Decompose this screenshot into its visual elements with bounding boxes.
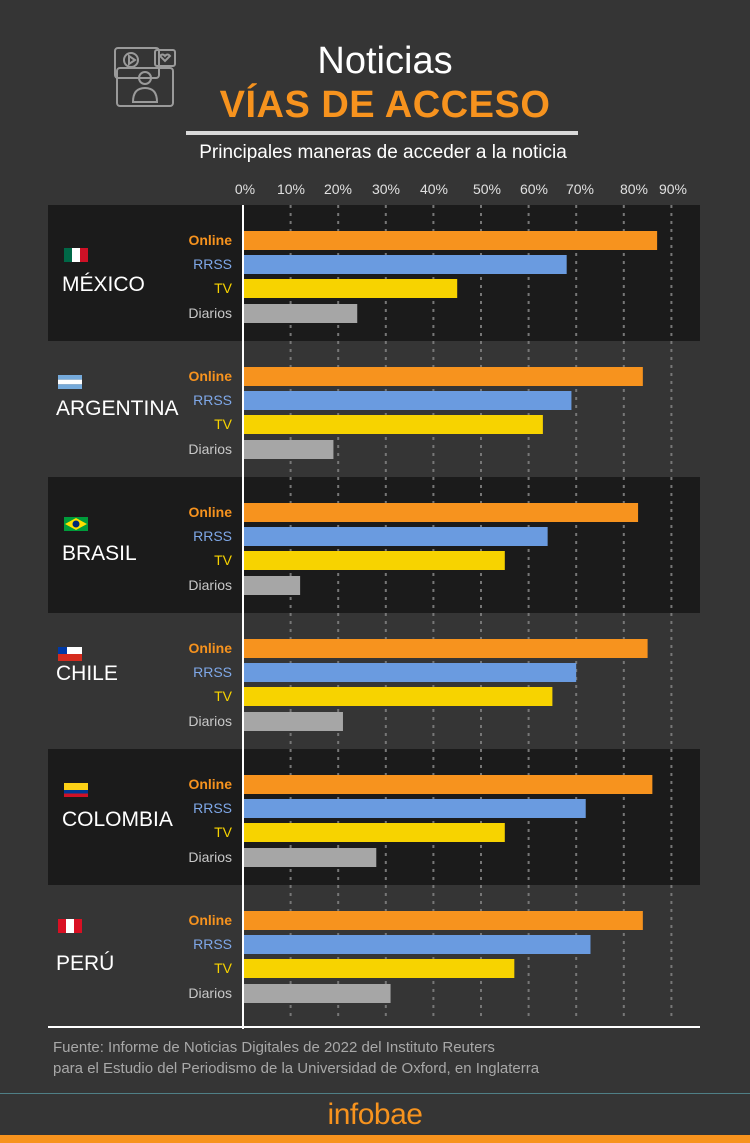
flag-icon (58, 919, 66, 933)
flag-icon (58, 375, 82, 380)
series-label: RRSS (193, 800, 232, 816)
flag-icon-detail (74, 919, 82, 933)
bar-diarios (243, 576, 301, 595)
bar-tv (243, 823, 505, 842)
country-label: ARGENTINA (56, 397, 179, 420)
flag-icon-detail (80, 248, 88, 262)
flag-icon-detail (58, 379, 82, 385)
bar-tv (243, 279, 458, 298)
bar-diarios (243, 848, 377, 867)
bar-online (243, 775, 653, 794)
country-label: BRASIL (62, 542, 137, 565)
series-label: RRSS (193, 392, 232, 408)
country-label: PERÚ (56, 952, 114, 975)
series-label: Online (188, 504, 232, 520)
bar-tv (243, 959, 515, 978)
bar-rrss (243, 663, 577, 682)
flag-icon-detail (72, 248, 80, 262)
flag-icon (64, 248, 72, 262)
bar-online (243, 367, 643, 386)
series-label: Diarios (188, 441, 232, 457)
series-label: TV (214, 416, 233, 432)
chart-subtitle: VÍAS DE ACCESO (219, 84, 551, 126)
flag-icon (64, 783, 88, 790)
bar-rrss (243, 935, 591, 954)
series-label: Diarios (188, 577, 232, 593)
series-label: RRSS (193, 528, 232, 544)
country-label: COLOMBIA (62, 808, 173, 831)
infobae-logo: infobae (327, 1098, 423, 1131)
series-label: Diarios (188, 985, 232, 1001)
bar-rrss (243, 527, 548, 546)
source-line-2: para el Estudio del Periodismo de la Uni… (53, 1060, 540, 1077)
x-tick-label: 10% (277, 181, 305, 197)
bar-tv (243, 551, 505, 570)
series-label: Online (188, 232, 232, 248)
bar-diarios (243, 984, 391, 1003)
x-tick-label: 30% (372, 181, 400, 197)
bar-diarios (243, 440, 334, 459)
x-tick-label: 80% (620, 181, 648, 197)
bar-diarios (243, 304, 358, 323)
series-label: TV (214, 960, 233, 976)
flag-icon-detail (58, 654, 82, 661)
series-label: TV (214, 824, 233, 840)
flag-icon-detail (72, 520, 80, 528)
x-tick-label: 40% (420, 181, 448, 197)
series-label: Diarios (188, 305, 232, 321)
flag-icon-detail (58, 647, 67, 654)
x-tick-label: 20% (324, 181, 352, 197)
bar-rrss (243, 391, 572, 410)
country-label: CHILE (56, 662, 118, 685)
flag-icon-detail (64, 793, 88, 797)
flag-icon-detail (64, 790, 88, 794)
x-tick-label: 60% (520, 181, 548, 197)
x-tick-label: 50% (473, 181, 501, 197)
bar-online (243, 503, 639, 522)
flag-icon-detail (58, 384, 82, 389)
bar-diarios (243, 712, 343, 731)
series-label: Online (188, 912, 232, 928)
chart-caption: Principales maneras de acceder a la noti… (199, 142, 567, 163)
series-label: Online (188, 776, 232, 792)
source-line-1: Fuente: Informe de Noticias Digitales de… (53, 1039, 495, 1056)
bar-rrss (243, 799, 586, 818)
series-label: TV (214, 552, 233, 568)
x-tick-label: 70% (566, 181, 594, 197)
bar-online (243, 639, 648, 658)
title-divider (186, 131, 578, 135)
series-label: RRSS (193, 664, 232, 680)
bar-online (243, 231, 658, 250)
bar-tv (243, 687, 553, 706)
footer-divider (0, 1093, 750, 1094)
bar-online (243, 911, 643, 930)
series-label: Online (188, 368, 232, 384)
video-news-presenter-icon (114, 47, 176, 107)
chart-title: Noticias (317, 40, 453, 82)
series-label: Diarios (188, 849, 232, 865)
bottom-accent-bar (0, 1135, 750, 1143)
series-label: RRSS (193, 256, 232, 272)
x-tick-label: 0% (235, 181, 255, 197)
country-label: MÉXICO (62, 273, 145, 296)
series-label: TV (214, 688, 233, 704)
bar-tv (243, 415, 543, 434)
bar-rrss (243, 255, 567, 274)
series-label: RRSS (193, 936, 232, 952)
series-label: TV (214, 280, 233, 296)
flag-icon-detail (66, 919, 74, 933)
series-label: Diarios (188, 713, 232, 729)
series-label: Online (188, 640, 232, 656)
source-note: Fuente: Informe de Noticias Digitales de… (53, 1037, 539, 1079)
bar-chart: 0% 10% 20% 30% 40% 50% 60% 70% 80% 90% MÉXICO Onlin… (48, 181, 700, 1029)
flag-icon (58, 647, 82, 654)
x-tick-label: 90% (659, 181, 687, 197)
